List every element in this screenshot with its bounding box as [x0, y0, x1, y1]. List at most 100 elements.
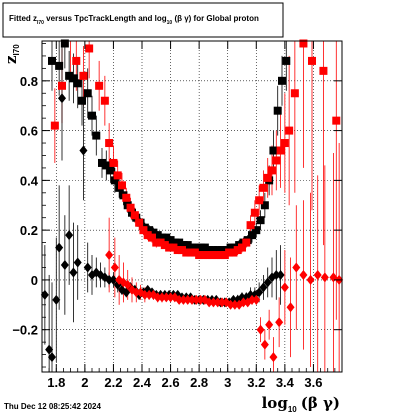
square-point-s1-21	[160, 241, 169, 250]
square-point-s1-31	[203, 251, 212, 260]
square-point-s0-51	[273, 106, 282, 115]
square-point-s1-18	[148, 233, 156, 242]
diamond-point-s2-10	[79, 145, 88, 156]
square-point-s0-34	[200, 243, 209, 252]
diamond-point-s2-52	[259, 282, 268, 293]
y-tick-label-5: 0.8	[20, 74, 38, 89]
square-point-s1-51	[290, 89, 299, 98]
square-point-s1-32	[208, 251, 216, 260]
y-tick-label-1: 0	[31, 273, 38, 288]
square-point-s0-31	[188, 243, 196, 252]
diamond-point-s3-13	[162, 292, 171, 303]
square-point-s0-21	[145, 226, 154, 235]
diamond-point-s3-43	[299, 269, 308, 280]
square-point-s1-49	[280, 139, 289, 148]
diamond-point-s3-28	[226, 299, 235, 310]
title-part-c: (β γ) for Global proton	[172, 14, 259, 23]
square-point-s1-0	[50, 121, 59, 130]
square-point-s1-11	[118, 181, 126, 190]
diamond-point-s3-34	[252, 294, 261, 305]
square-point-s1-13	[126, 203, 135, 212]
diamond-point-s3-42	[292, 262, 301, 273]
square-point-s1-48	[276, 146, 285, 155]
square-point-s1-44	[259, 183, 268, 192]
diamond-point-s3-18	[183, 294, 192, 305]
square-point-s0-53	[282, 56, 291, 65]
diamond-point-s3-11	[153, 292, 162, 303]
diamond-point-s3-21	[196, 294, 205, 305]
diamond-point-s3-45	[313, 269, 322, 280]
square-point-s1-29	[195, 251, 204, 260]
square-point-s0-2	[60, 39, 69, 48]
square-point-s0-45	[248, 231, 256, 240]
square-point-s1-27	[186, 248, 195, 257]
diamond-point-s3-20	[192, 294, 201, 305]
y-tick-label-2: 0.2	[20, 223, 38, 238]
diamond-point-s3-8	[140, 289, 149, 300]
square-point-s0-1	[55, 61, 64, 70]
square-point-s0-29	[179, 241, 188, 250]
diamond-point-s2-16	[105, 274, 114, 285]
diamond-point-s3-9	[145, 289, 154, 300]
x-tick-label-5: 2.8	[190, 375, 208, 390]
diamond-point-s3-41	[286, 302, 295, 313]
square-point-s1-40	[242, 238, 251, 247]
x-tick-label-4: 2.6	[162, 375, 180, 390]
square-point-s0-50	[269, 146, 278, 155]
diamond-point-s3-17	[179, 294, 188, 305]
square-point-s1-6	[95, 81, 104, 90]
square-point-s1-47	[272, 156, 281, 165]
x-tick-label-3: 2.4	[133, 375, 152, 390]
square-point-s1-46	[268, 166, 276, 175]
timestamp: Thu Dec 12 08:25:42 2024	[4, 402, 101, 411]
square-point-s0-11	[102, 161, 111, 170]
square-point-s1-3	[72, 56, 81, 65]
square-point-s0-36	[209, 246, 218, 255]
square-point-s1-53	[308, 56, 316, 65]
square-point-s1-28	[190, 248, 199, 257]
diamond-point-s3-26	[218, 297, 226, 308]
square-point-s1-37	[229, 248, 238, 257]
diamond-point-s3-6	[132, 287, 141, 298]
square-point-s1-25	[178, 246, 186, 255]
square-point-s1-24	[173, 246, 182, 255]
square-point-s1-38	[233, 246, 242, 255]
square-point-s0-30	[183, 241, 192, 250]
y-axis-label-sub: I70	[12, 44, 21, 56]
square-point-s0-38	[218, 246, 226, 255]
square-point-s1-12	[122, 193, 131, 202]
square-point-s1-23	[169, 243, 178, 252]
square-point-s1-30	[199, 251, 208, 260]
square-point-s1-14	[130, 211, 139, 220]
diamond-point-s3-38	[269, 352, 278, 363]
square-point-s1-33	[212, 251, 221, 260]
square-point-s1-22	[165, 243, 174, 252]
diamond-point-s3-1	[110, 262, 119, 273]
square-point-s1-4	[79, 71, 88, 80]
square-point-s0-48	[260, 201, 269, 210]
square-point-s1-9	[109, 158, 118, 167]
square-point-s0-32	[192, 243, 201, 252]
square-point-s0-35	[205, 246, 214, 255]
square-point-s1-20	[156, 238, 165, 247]
diamond-point-s3-4	[123, 279, 132, 290]
diamond-point-s2-3	[52, 294, 61, 305]
diamond-point-s3-33	[248, 294, 256, 305]
square-point-s1-34	[216, 251, 225, 260]
square-point-s0-10	[98, 158, 106, 167]
square-point-s0-6	[78, 96, 86, 105]
square-point-s1-15	[135, 218, 144, 227]
square-point-s1-5	[85, 44, 94, 53]
square-point-s0-12	[106, 166, 115, 175]
y-tick-label-3: 0.4	[20, 173, 39, 188]
diamond-point-s2-8	[69, 267, 78, 278]
square-point-s1-26	[182, 248, 191, 257]
diamond-point-s3-25	[213, 297, 222, 308]
square-point-s1-17	[143, 231, 152, 240]
square-point-s0-27	[170, 238, 179, 247]
diamond-point-s3-29	[230, 299, 239, 310]
square-point-s0-46	[252, 226, 261, 235]
square-point-s0-40	[226, 243, 235, 252]
square-point-s0-33	[196, 243, 205, 252]
diamond-point-s2-9	[73, 257, 82, 268]
